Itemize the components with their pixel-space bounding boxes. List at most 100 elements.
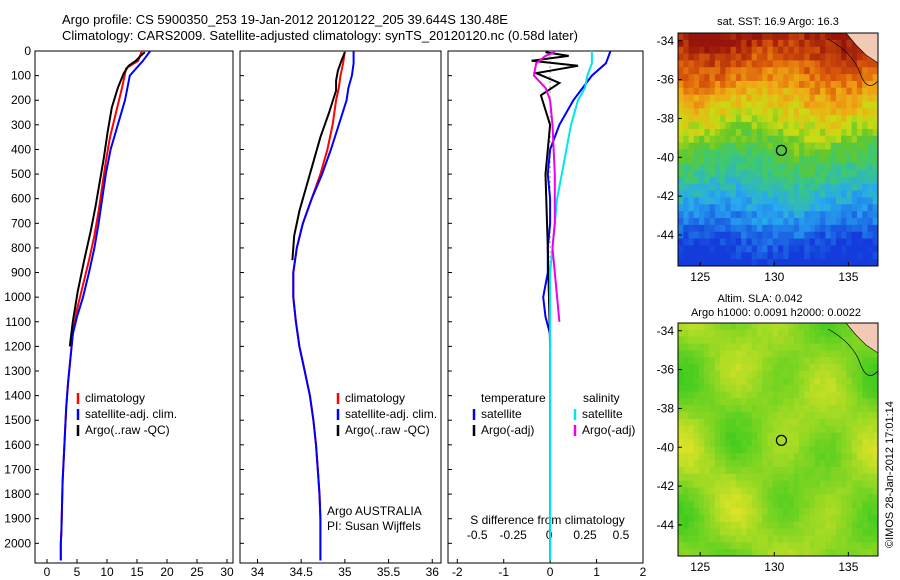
map-cell xyxy=(730,336,737,344)
map-cell xyxy=(683,432,689,440)
map-cell xyxy=(856,122,863,130)
map-cell xyxy=(778,190,784,198)
map-cell xyxy=(762,176,768,185)
map-cell xyxy=(856,218,863,226)
map-cell xyxy=(851,197,858,205)
map-cell xyxy=(688,357,695,365)
map-cell xyxy=(699,473,705,482)
map-cell xyxy=(704,323,710,331)
map-cell xyxy=(741,460,747,468)
map-cell xyxy=(820,87,826,96)
map-cell xyxy=(767,80,774,89)
map-cell xyxy=(751,453,758,461)
map-cell xyxy=(730,135,737,144)
map-cell xyxy=(704,115,710,123)
map-cell xyxy=(767,39,774,48)
map-cell xyxy=(741,101,747,109)
map-cell xyxy=(751,343,758,351)
map-cell xyxy=(841,391,847,399)
map-cell xyxy=(704,238,710,246)
map-cell xyxy=(735,501,742,509)
map-cell xyxy=(699,542,705,550)
map-cell xyxy=(846,94,853,102)
map-cell xyxy=(841,163,847,171)
map-cell xyxy=(830,115,837,123)
map-cell xyxy=(820,218,826,226)
map-cell xyxy=(683,425,689,434)
map-cell xyxy=(793,197,800,205)
depth-tick-label: 1000 xyxy=(4,290,31,304)
map-cell xyxy=(804,466,810,475)
map-cell xyxy=(820,480,826,488)
map-cell xyxy=(820,364,826,372)
map-cell xyxy=(751,370,758,379)
map-cell xyxy=(835,425,842,434)
map-cell xyxy=(762,377,768,386)
map-cell xyxy=(767,142,774,150)
map-cell xyxy=(767,453,774,461)
map-cell xyxy=(830,487,837,495)
lat-tick-label: -38 xyxy=(657,401,675,415)
map-cell xyxy=(688,211,695,219)
map-cell xyxy=(746,176,753,185)
map-cell xyxy=(678,466,684,475)
map-cell xyxy=(720,224,726,233)
map-cell xyxy=(841,508,847,516)
map-cell xyxy=(756,343,763,351)
map-cell xyxy=(699,535,705,543)
map-cell xyxy=(725,494,732,502)
map-cell xyxy=(699,336,705,344)
map-cell xyxy=(730,425,737,434)
map-cell xyxy=(756,425,763,434)
map-cell xyxy=(767,108,774,116)
map-cell xyxy=(704,466,710,475)
map-cell xyxy=(778,343,784,351)
map-cell xyxy=(720,259,726,267)
map-cell xyxy=(683,466,689,475)
map-cell xyxy=(809,142,816,150)
map-cell xyxy=(709,142,716,150)
map-cell xyxy=(767,323,774,331)
map-cell xyxy=(767,197,774,205)
map-cell xyxy=(714,108,721,116)
map-cell xyxy=(756,473,763,482)
depth-tick-label: 300 xyxy=(11,118,31,132)
map-cell xyxy=(856,128,863,137)
map-cell xyxy=(683,412,689,420)
map-cell xyxy=(683,176,689,185)
map-cell xyxy=(778,94,784,102)
map-cell xyxy=(825,231,832,239)
map-cell xyxy=(762,343,768,351)
map-cell xyxy=(872,542,879,550)
map-cell xyxy=(867,466,874,475)
map-cell xyxy=(856,197,863,205)
map-cell xyxy=(678,473,684,482)
map-cell xyxy=(751,494,758,502)
map-cell xyxy=(735,418,742,427)
map-cell xyxy=(856,156,863,164)
map-cell xyxy=(788,204,795,212)
map-cell xyxy=(835,549,842,557)
map-cell xyxy=(851,480,858,488)
map-cell xyxy=(741,514,747,523)
map-cell xyxy=(814,425,821,434)
map-cell xyxy=(683,115,689,123)
map-cell xyxy=(856,67,863,75)
map-cell xyxy=(678,460,684,468)
map-cell xyxy=(730,197,737,205)
map-cell xyxy=(709,231,716,239)
map-cell xyxy=(778,535,784,543)
map-cell xyxy=(825,501,832,509)
map-cell xyxy=(720,391,726,399)
map-cell xyxy=(830,418,837,427)
map-cell xyxy=(746,343,753,351)
map-cell xyxy=(841,528,847,536)
map-cell xyxy=(756,122,763,130)
map-cell xyxy=(788,453,795,461)
map-cell xyxy=(683,183,689,192)
map-cell xyxy=(783,370,789,379)
map-cell xyxy=(741,60,747,68)
map-cell xyxy=(772,466,779,475)
map-cell xyxy=(741,183,747,192)
map-cell xyxy=(709,501,716,509)
